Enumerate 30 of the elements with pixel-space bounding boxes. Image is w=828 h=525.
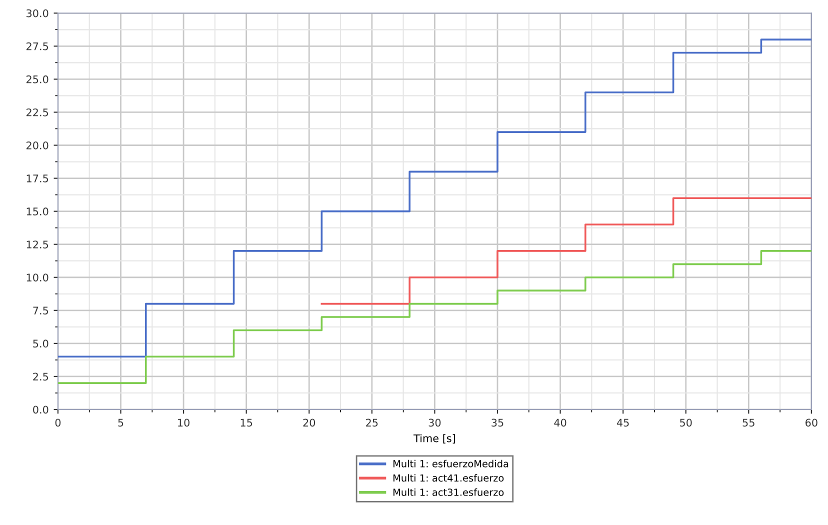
- x-tick-label: 5: [118, 418, 124, 427]
- legend-label: Multi 1: act41.esfuerzo: [393, 474, 504, 482]
- y-tick-label: 25.0: [26, 75, 48, 84]
- x-tick-label: 45: [616, 418, 629, 427]
- x-tick-label: 35: [492, 418, 504, 427]
- x-tick-label: 15: [240, 418, 252, 427]
- x-tick-label: 40: [554, 418, 566, 427]
- x-tick-label: 55: [742, 418, 754, 427]
- y-tick-label: 2.5: [33, 372, 48, 381]
- x-tick-label: 60: [806, 418, 818, 427]
- y-tick-label: 27.5: [26, 42, 48, 50]
- y-tick-label: 15.0: [26, 208, 48, 216]
- y-tick-label: 5.0: [33, 340, 48, 348]
- y-tick-label: 12.5: [26, 240, 48, 248]
- x-axis-title: Time [s]: [413, 434, 455, 444]
- y-tick-label: 10.0: [26, 274, 48, 282]
- x-tick-label: 10: [178, 418, 190, 427]
- y-tick-label: 7.5: [33, 306, 48, 315]
- y-tick-label: 0.0: [33, 406, 48, 414]
- legend-label: Multi 1: esfuerzoMedida: [393, 460, 508, 468]
- x-tick-label: 0: [55, 418, 61, 427]
- x-tick-label: 30: [428, 418, 441, 427]
- x-tick-label: 25: [366, 418, 378, 427]
- y-tick-label: 22.5: [26, 108, 48, 116]
- x-tick-label: 50: [680, 418, 692, 427]
- y-tick-label: 17.5: [26, 174, 48, 182]
- y-tick-label: 30.0: [26, 9, 48, 18]
- y-tick-label: 20.0: [26, 141, 48, 150]
- x-tick-label: 20: [303, 418, 316, 427]
- legend-label: Multi 1: act31.esfuerzo: [393, 488, 504, 496]
